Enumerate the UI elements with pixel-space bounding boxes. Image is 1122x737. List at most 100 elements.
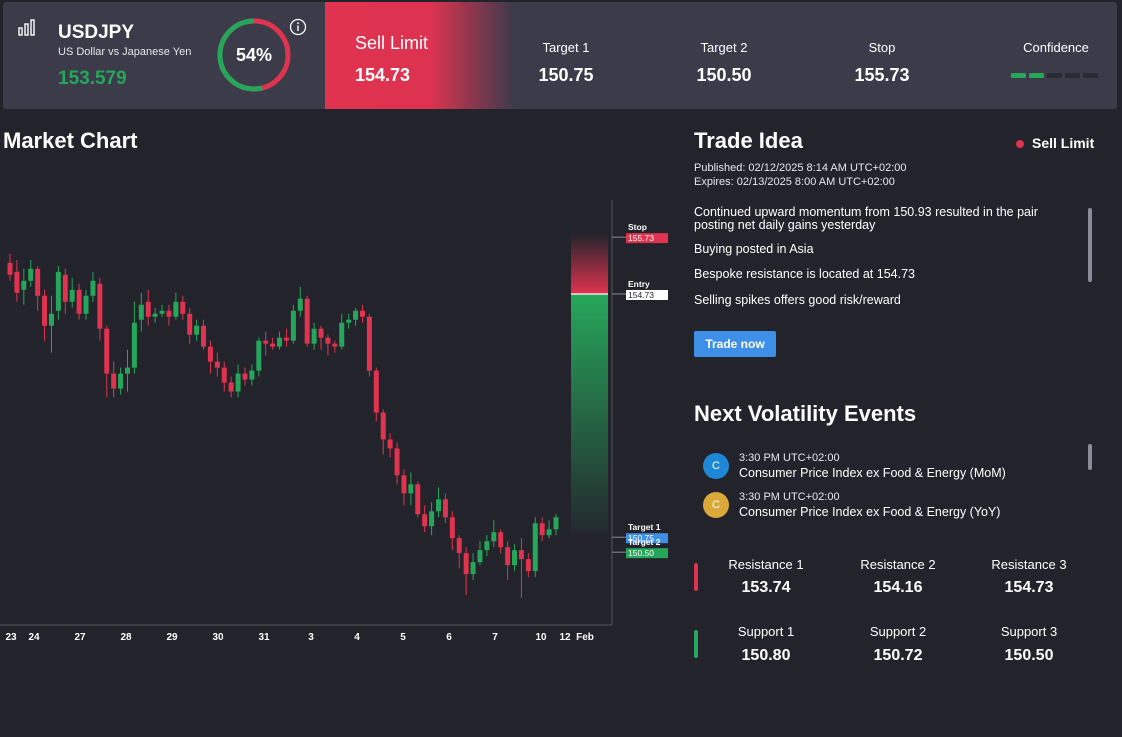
resistance-1-value: 153.74 [741, 579, 791, 596]
candle-body [380, 412, 386, 440]
expires-date: Expires: 02/13/2025 8:00 AM UTC+02:00 [694, 176, 895, 188]
candle-body [408, 484, 414, 494]
x-axis-label: 27 [74, 632, 86, 643]
symbol-name: USDJPY [58, 22, 135, 43]
candle-body [512, 550, 518, 566]
target2-marker-box [626, 548, 668, 559]
candle-body [235, 373, 241, 392]
candles [7, 253, 559, 599]
confidence-segment [1029, 73, 1044, 78]
trade-now-button[interactable]: Trade now [694, 331, 776, 357]
event-currency-icon: C [703, 492, 729, 518]
candle-body [553, 517, 559, 530]
published-date: Published: 02/12/2025 8:14 AM UTC+02:00 [694, 162, 907, 174]
volatility-events-title: Next Volatility Events [694, 401, 917, 426]
x-axis-label: 28 [120, 632, 132, 643]
idea-line: Bespoke resistance is located at 154.73 [694, 267, 915, 281]
stop-marker-value: 155.73 [628, 233, 654, 243]
current-price: 153.579 [58, 68, 127, 89]
candle-body [270, 343, 276, 347]
candle-body [194, 325, 200, 335]
candle-body [442, 499, 448, 518]
candle-body [546, 529, 552, 536]
idea-line: Buying posted in Asia [694, 242, 814, 256]
candle-body [339, 322, 345, 347]
support-1-value: 150.80 [741, 647, 791, 664]
entry-marker-box [626, 289, 668, 300]
event-name[interactable]: Consumer Price Index ex Food & Energy (Y… [739, 505, 1001, 519]
probability-value: 54% [235, 45, 273, 65]
candle-body [97, 283, 103, 329]
idea-line: Selling spikes offers good risk/reward [694, 293, 901, 307]
event-time: 3:30 PM UTC+02:00 [739, 452, 840, 464]
events-scrollbar[interactable] [1088, 444, 1092, 470]
candle-body [214, 361, 220, 368]
candle-body [180, 301, 186, 314]
confidence-segment [1047, 73, 1062, 78]
candle-body [228, 382, 234, 392]
candle-body [221, 367, 227, 383]
candle-body [42, 295, 48, 326]
event-time: 3:30 PM UTC+02:00 [739, 491, 840, 503]
candle-body [201, 325, 207, 347]
candle-body [207, 346, 213, 362]
candle-body [525, 559, 531, 572]
candle-body [145, 301, 151, 317]
support-indicator [694, 630, 698, 658]
symbol-description: US Dollar vs Japanese Yen [58, 46, 192, 58]
candle-body [14, 271, 20, 293]
resistance-2-label: Resistance 2 [860, 557, 936, 572]
info-icon[interactable] [289, 18, 307, 36]
candle-body [518, 550, 524, 560]
candle-body [505, 547, 511, 566]
x-axis-label: 10 [535, 632, 547, 643]
x-axis-label: 29 [166, 632, 178, 643]
x-axis-label: 4 [354, 632, 360, 643]
candle-body [48, 313, 54, 326]
target1-marker-value: 150.75 [628, 533, 654, 543]
chart-title: Market Chart [3, 128, 138, 153]
candle-body [498, 532, 504, 548]
instrument-header: USDJPY US Dollar vs Japanese Yen 153.579… [3, 2, 1117, 109]
candle-body [297, 298, 303, 311]
candle-body [83, 295, 89, 314]
candle-body [304, 298, 310, 344]
candle-body [111, 373, 117, 389]
candle-body [311, 328, 317, 344]
confidence-segment [1065, 73, 1080, 78]
support-2-value: 150.72 [873, 647, 923, 664]
support-3-value: 150.50 [1004, 647, 1054, 664]
signal-panel: Sell Limit 154.73 [325, 2, 515, 109]
candle-body [242, 373, 248, 380]
candle-body [366, 316, 372, 371]
trade-zones [571, 234, 608, 533]
stop-marker-label: Stop [628, 222, 647, 232]
candle-body [387, 439, 393, 449]
event-name[interactable]: Consumer Price Index ex Food & Energy (M… [739, 466, 1006, 480]
candle-body [90, 280, 96, 296]
candle-body [484, 541, 490, 551]
entry-marker-label: Entry [628, 279, 650, 289]
target2-value: 150.50 [696, 65, 752, 85]
x-axis-label: Feb [576, 632, 594, 643]
x-axis-label: 23 [5, 632, 17, 643]
target2-label: Target 2 [700, 40, 748, 55]
candle-body [138, 304, 144, 320]
candle-body [463, 553, 469, 575]
candle-body [173, 301, 179, 317]
x-axis-label: 12 [559, 632, 571, 643]
candle-body [318, 328, 324, 338]
support-3-label: Support 3 [1000, 624, 1058, 639]
signal-type: Sell Limit [355, 33, 429, 53]
candle-body [21, 280, 27, 290]
event-currency-icon: C [703, 453, 729, 479]
candle-body [76, 289, 82, 314]
candle-body [159, 310, 165, 314]
trade-idea-scrollbar[interactable] [1088, 208, 1092, 282]
candle-body [394, 448, 400, 476]
candle-body [35, 268, 41, 296]
x-axis-label: 7 [492, 632, 498, 643]
candle-body [152, 313, 158, 317]
candle-body [401, 475, 407, 494]
candle-body [62, 274, 68, 302]
